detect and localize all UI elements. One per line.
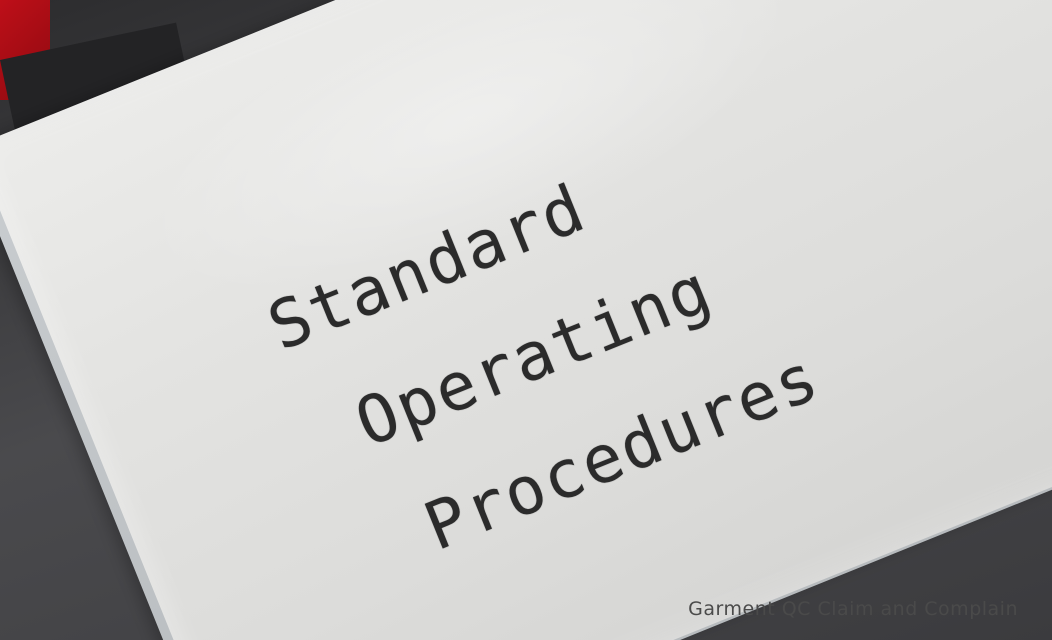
watermark-caption: Garment QC Claim and Complain — [688, 598, 1018, 620]
